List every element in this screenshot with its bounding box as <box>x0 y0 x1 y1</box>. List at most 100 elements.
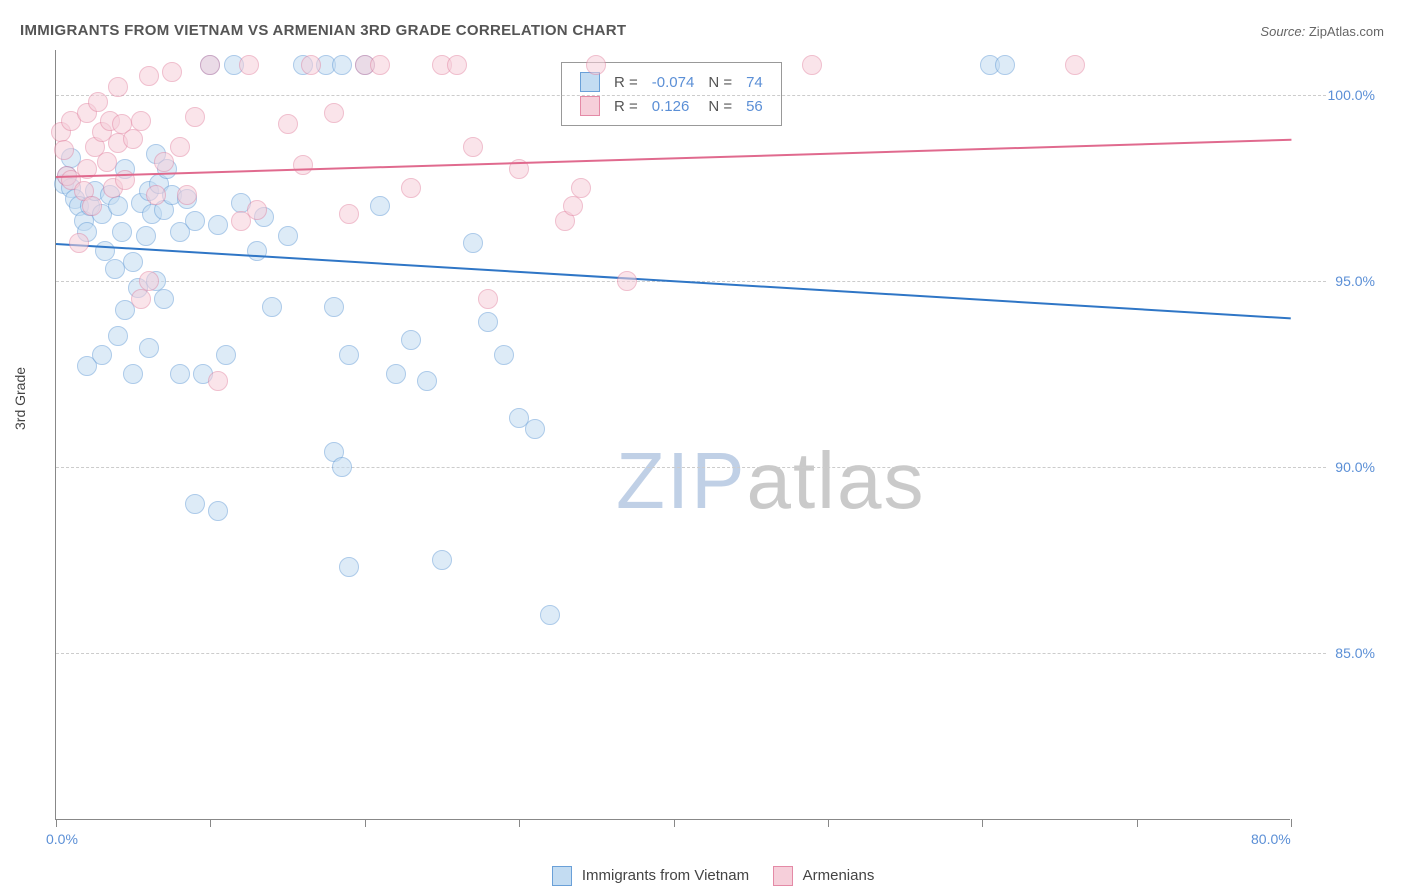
scatter-point <box>97 152 117 172</box>
scatter-point <box>417 371 437 391</box>
scatter-point <box>262 297 282 317</box>
scatter-point <box>324 297 344 317</box>
scatter-point <box>108 326 128 346</box>
y-axis-label: 3rd Grade <box>12 367 28 430</box>
scatter-point <box>370 196 390 216</box>
y-tick-label: 95.0% <box>1300 273 1375 289</box>
x-tick-mark <box>828 819 829 827</box>
scatter-point <box>432 550 452 570</box>
x-tick-mark <box>982 819 983 827</box>
scatter-point <box>185 107 205 127</box>
source-label: Source: <box>1260 24 1305 39</box>
watermark: ZIPatlas <box>616 435 925 527</box>
plot-area: ZIPatlas R = -0.074 N = 74 R = 0.126 N =… <box>55 50 1290 820</box>
series-legend: Immigrants from Vietnam Armenians <box>0 866 1406 886</box>
scatter-point <box>139 338 159 358</box>
scatter-point <box>478 312 498 332</box>
gridline <box>56 467 1326 468</box>
x-tick-mark <box>1291 819 1292 827</box>
scatter-point <box>154 289 174 309</box>
scatter-point <box>447 55 467 75</box>
scatter-point <box>95 241 115 261</box>
trend-line <box>56 139 1291 178</box>
scatter-point <box>170 137 190 157</box>
scatter-point <box>247 200 267 220</box>
scatter-point <box>247 241 267 261</box>
legend-label-armenians: Armenians <box>803 867 875 884</box>
gridline <box>56 95 1326 96</box>
n-value-vietnam: 74 <box>740 71 769 93</box>
n-label: N = <box>702 71 738 93</box>
gridline <box>56 653 1326 654</box>
scatter-point <box>525 419 545 439</box>
scatter-point <box>123 129 143 149</box>
scatter-point <box>339 345 359 365</box>
scatter-point <box>332 457 352 477</box>
scatter-point <box>139 271 159 291</box>
legend-swatch-armenians <box>580 96 600 116</box>
scatter-point <box>324 103 344 123</box>
scatter-point <box>370 55 390 75</box>
scatter-point <box>108 196 128 216</box>
scatter-point <box>108 77 128 97</box>
chart-title: IMMIGRANTS FROM VIETNAM VS ARMENIAN 3RD … <box>20 22 626 39</box>
r-label: R = <box>608 71 644 93</box>
scatter-point <box>339 557 359 577</box>
x-tick-mark <box>365 819 366 827</box>
legend-label-vietnam: Immigrants from Vietnam <box>582 867 749 884</box>
scatter-point <box>82 196 102 216</box>
scatter-point <box>154 152 174 172</box>
scatter-point <box>540 605 560 625</box>
scatter-point <box>463 233 483 253</box>
scatter-point <box>278 114 298 134</box>
scatter-point <box>170 364 190 384</box>
scatter-point <box>162 62 182 82</box>
scatter-point <box>131 111 151 131</box>
scatter-point <box>54 140 74 160</box>
scatter-point <box>123 252 143 272</box>
r-label: R = <box>608 95 644 117</box>
scatter-point <box>293 155 313 175</box>
scatter-point <box>586 55 606 75</box>
scatter-point <box>177 185 197 205</box>
scatter-point <box>139 66 159 86</box>
scatter-point <box>995 55 1015 75</box>
legend-swatch-armenians <box>773 866 793 886</box>
scatter-point <box>332 55 352 75</box>
scatter-point <box>494 345 514 365</box>
scatter-point <box>216 345 236 365</box>
scatter-point <box>200 55 220 75</box>
scatter-point <box>339 204 359 224</box>
scatter-point <box>571 178 591 198</box>
legend-row-vietnam: R = -0.074 N = 74 <box>574 71 769 93</box>
x-tick-mark <box>519 819 520 827</box>
legend-swatch-vietnam <box>552 866 572 886</box>
scatter-point <box>88 92 108 112</box>
r-value-vietnam: -0.074 <box>646 71 701 93</box>
scatter-point <box>92 345 112 365</box>
scatter-point <box>208 371 228 391</box>
scatter-point <box>617 271 637 291</box>
scatter-point <box>105 259 125 279</box>
scatter-point <box>401 330 421 350</box>
chart-container: IMMIGRANTS FROM VIETNAM VS ARMENIAN 3RD … <box>0 0 1406 892</box>
scatter-point <box>278 226 298 246</box>
watermark-part2: atlas <box>746 436 925 525</box>
y-tick-label: 85.0% <box>1300 645 1375 661</box>
x-tick-mark <box>56 819 57 827</box>
n-label: N = <box>702 95 738 117</box>
scatter-point <box>301 55 321 75</box>
source-attribution: Source: ZipAtlas.com <box>1260 24 1384 39</box>
scatter-point <box>239 55 259 75</box>
x-tick-label: 80.0% <box>1251 831 1291 847</box>
scatter-point <box>185 211 205 231</box>
x-tick-mark <box>674 819 675 827</box>
scatter-point <box>146 185 166 205</box>
scatter-point <box>563 196 583 216</box>
scatter-point <box>185 494 205 514</box>
scatter-point <box>386 364 406 384</box>
scatter-point <box>802 55 822 75</box>
scatter-point <box>112 222 132 242</box>
source-value: ZipAtlas.com <box>1309 24 1384 39</box>
x-tick-mark <box>210 819 211 827</box>
